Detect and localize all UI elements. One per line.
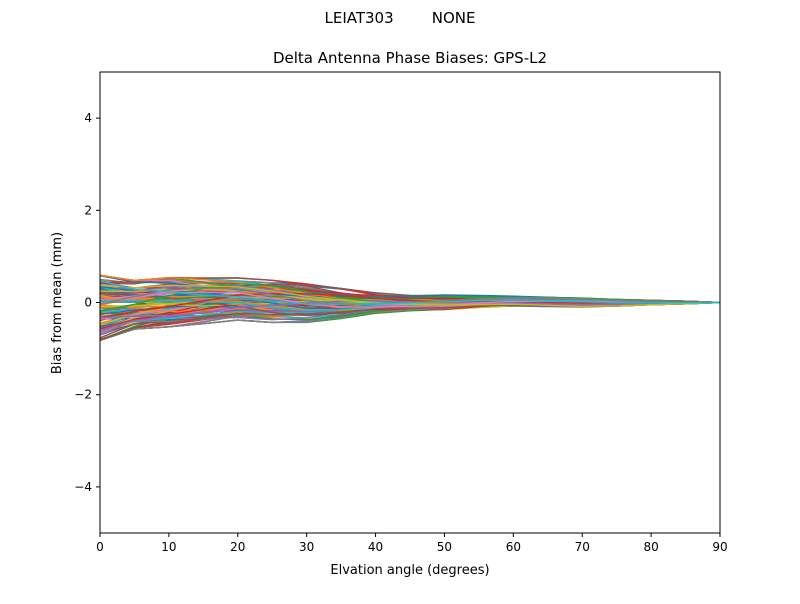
x-tick-label: 50 <box>437 540 452 554</box>
x-tick-label: 70 <box>575 540 590 554</box>
x-tick-label: 60 <box>506 540 521 554</box>
chart-title: Delta Antenna Phase Biases: GPS-L2 <box>273 49 547 67</box>
y-tick-label: 0 <box>84 296 92 310</box>
series-layer <box>100 274 720 341</box>
series-line <box>100 284 720 308</box>
series-line <box>100 300 720 319</box>
y-axis-label: Bias from mean (mm) <box>50 232 65 374</box>
y-axis: −4 −2 0 2 4 <box>74 111 100 494</box>
x-tick-label: 20 <box>230 540 245 554</box>
y-tick-label: −2 <box>74 388 92 402</box>
y-tick-label: −4 <box>74 480 92 494</box>
x-tick-label: 30 <box>299 540 314 554</box>
x-tick-label: 10 <box>161 540 176 554</box>
x-tick-label: 90 <box>712 540 727 554</box>
x-tick-label: 80 <box>643 540 658 554</box>
figure-suptitle: LEIAT303 NONE <box>324 9 476 27</box>
y-tick-label: 2 <box>84 203 92 217</box>
x-tick-label: 0 <box>96 540 104 554</box>
x-axis: 0 10 20 30 40 50 60 70 80 90 <box>96 533 728 554</box>
x-axis-label: Elvation angle (degrees) <box>330 563 489 578</box>
series-line <box>100 280 720 305</box>
x-tick-label: 40 <box>368 540 383 554</box>
y-tick-label: 4 <box>84 111 92 125</box>
